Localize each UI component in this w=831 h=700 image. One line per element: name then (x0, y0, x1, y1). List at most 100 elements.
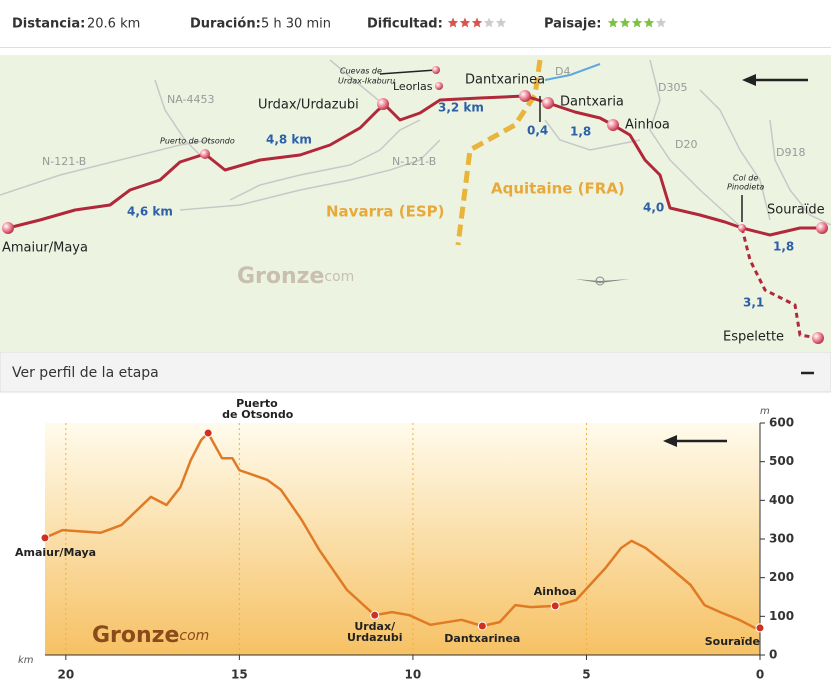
map-arrow (742, 74, 808, 86)
plot-bg (45, 423, 760, 655)
marker (816, 222, 828, 234)
waypoint (370, 610, 380, 620)
distance-label: 3,2 km (438, 101, 484, 115)
logo-suffix: com (179, 628, 209, 644)
waypoint (550, 601, 560, 611)
road (0, 139, 211, 196)
small-label: Urdax-Ikaburu (338, 77, 395, 86)
elevation-chart: 20 15 10 5 00100200300400500600mkmAmaiur/May… (15, 397, 794, 681)
rating-star (631, 17, 643, 28)
x-tick-label: 5 (582, 668, 590, 682)
marker (435, 82, 443, 90)
marker (607, 119, 619, 131)
road (649, 59, 743, 229)
chart-arrowhead (663, 435, 677, 447)
route (7, 94, 822, 237)
stat-label: Paisaje: (544, 17, 601, 32)
y-tick-label: 0 (769, 648, 777, 662)
small-label: Pinodieta (727, 183, 764, 192)
waypoint (755, 623, 765, 633)
marker (432, 66, 440, 74)
waypoint-label: de Otsondo (222, 408, 294, 421)
x-tick-label: 20 (57, 668, 74, 682)
river (544, 63, 601, 81)
y-tick-label: 400 (769, 493, 794, 507)
marker (519, 90, 531, 102)
logo-name: Gronze (92, 623, 179, 648)
small-label: Cuevas de (340, 67, 382, 76)
stat-value: 20.6 km (87, 17, 140, 32)
y-tick-label: 600 (769, 416, 794, 430)
stats-bar (0, 0, 831, 48)
rating-star (619, 17, 631, 28)
waypoint-label: Amaiur/Maya (15, 546, 96, 559)
y-tick-label: 200 (769, 570, 794, 584)
road-label: N-121-B (392, 155, 436, 168)
marker (2, 222, 14, 234)
place-label: Leorlas (393, 80, 433, 93)
rating-star (643, 17, 655, 28)
road (154, 79, 201, 156)
rating-star (607, 17, 619, 28)
distance-label: 4,8 km (266, 133, 312, 147)
rating-star (495, 17, 507, 28)
waypoint-label: Puerto (236, 397, 278, 410)
place-label: Souraïde (767, 203, 825, 218)
road (544, 119, 641, 151)
x-tick-label: 0 (756, 668, 764, 682)
marker (377, 98, 389, 110)
profile-bar-title: Ver perfil de la etapa (12, 365, 159, 381)
road (229, 119, 421, 201)
map: NA-4453 N-121-B N-121-B D4 D305 D20 D918… (0, 55, 831, 351)
border (455, 59, 543, 246)
road (179, 139, 441, 211)
distance-label: 0,4 (527, 124, 548, 138)
markers (2, 66, 828, 344)
distance-label: 3,1 (743, 296, 764, 310)
region-label: Navarra (ESP) (326, 203, 444, 221)
waypoint-label: Ainhoa (534, 585, 577, 598)
stats: Distancia: 20.6 km Duración: 5 h 30 min Difi… (12, 17, 667, 32)
place-label: Amaiur/Maya (2, 241, 88, 256)
road-label: D305 (658, 81, 687, 94)
y-tick-label: 500 (769, 454, 794, 468)
marker (200, 149, 210, 159)
road (699, 89, 771, 221)
rating-star (471, 17, 483, 28)
waypoint (40, 533, 50, 543)
logo: Gronzecom (237, 264, 354, 289)
road-label: D20 (675, 138, 697, 151)
small-label: Puerto de Otsondo (160, 137, 235, 146)
profile-bar[interactable] (0, 351, 831, 393)
marker (542, 97, 554, 109)
x-axis-label: km (18, 655, 34, 666)
place-label: Urdax/Urdazubi (258, 98, 359, 113)
leader-line (379, 69, 743, 222)
y-tick-label: 300 (769, 532, 794, 546)
place-label: Dantxaria (560, 95, 624, 110)
distance-label: 1,8 (773, 240, 794, 254)
x-tick-label: 15 (231, 668, 248, 682)
place-label: Espelette (723, 330, 784, 345)
elevation-line (44, 431, 760, 630)
distance-label: 1,8 (570, 125, 591, 139)
stat-label: Distancia: (12, 17, 85, 32)
road-label: D918 (776, 146, 805, 159)
waypoint-label: Dantxarinea (444, 632, 520, 645)
rating-star (447, 17, 459, 28)
y-axis-label: m (760, 406, 770, 417)
road (769, 119, 831, 226)
stat-label: Duración: (190, 17, 261, 32)
place-label: Ainhoa (625, 118, 670, 133)
logo: Gronzecom (92, 623, 209, 648)
stat-label: Dificultad: (367, 17, 443, 32)
rating-star (483, 17, 495, 28)
logo-name: Gronze (237, 264, 324, 289)
y-tick-label: 100 (769, 609, 794, 623)
rating-star (459, 17, 471, 28)
road-label: N-121-B (42, 155, 86, 168)
road-label: D4 (555, 65, 570, 78)
distance-label: 4,0 (643, 201, 664, 215)
waypoint-label: Urdax/ (354, 620, 396, 633)
